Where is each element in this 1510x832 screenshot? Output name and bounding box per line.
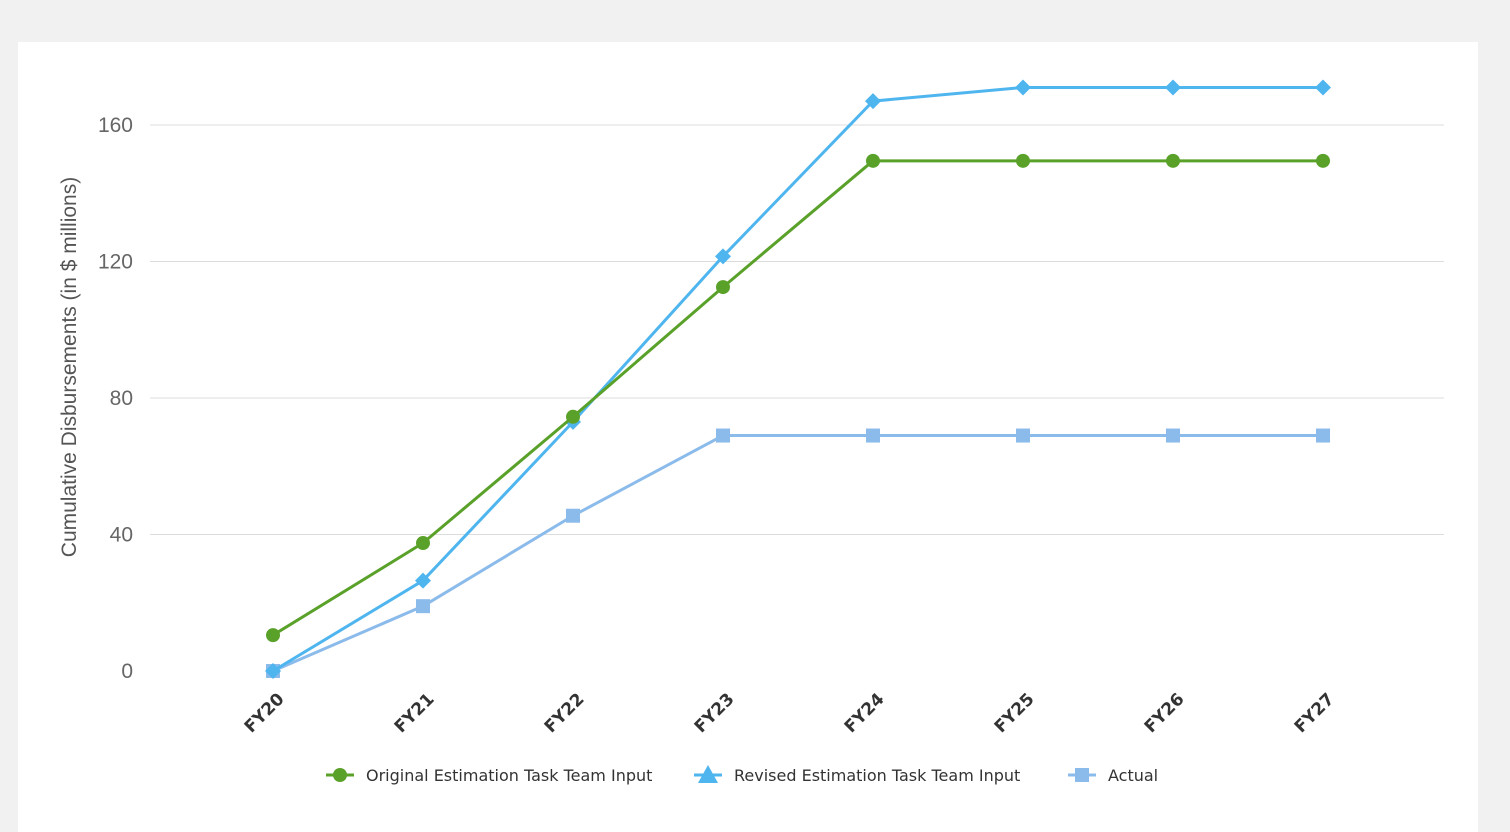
data-point xyxy=(415,572,431,589)
data-point xyxy=(716,280,730,295)
data-point xyxy=(1315,79,1331,96)
data-point xyxy=(715,248,731,265)
legend-marker xyxy=(1075,768,1089,782)
x-tick-label: FY25 xyxy=(991,689,1039,737)
legend-marker xyxy=(698,765,718,783)
data-point xyxy=(416,536,430,551)
data-point xyxy=(1015,79,1031,96)
data-point xyxy=(1166,153,1180,168)
data-point xyxy=(1016,428,1030,443)
data-point xyxy=(866,153,880,168)
data-point xyxy=(866,428,880,443)
legend-item[interactable]: Revised Estimation Task Team Input xyxy=(694,765,1020,785)
data-point xyxy=(266,628,280,643)
x-tick-label: FY21 xyxy=(391,689,439,737)
legend: Original Estimation Task Team Input Revis… xyxy=(326,765,1158,785)
series-line xyxy=(272,159,1323,637)
y-tick-label: 40 xyxy=(110,524,133,547)
x-tick-label: FY24 xyxy=(841,689,889,737)
legend-label: Revised Estimation Task Team Input xyxy=(734,766,1020,785)
legend-marker xyxy=(333,768,347,782)
data-point xyxy=(1165,79,1181,96)
series-lines xyxy=(265,79,1331,679)
x-axis-ticks: FY20 FY21 FY22 FY23 FY24 FY25 FY26 FY27 xyxy=(241,689,1339,737)
x-tick-label: FY26 xyxy=(1141,689,1189,737)
data-point xyxy=(1166,428,1180,443)
data-point xyxy=(416,599,430,614)
series-2 xyxy=(265,79,1331,679)
data-point xyxy=(265,663,281,679)
series-line xyxy=(272,85,1323,673)
y-axis-label: Cumulative Disbursements (in $ millions) xyxy=(58,177,81,557)
y-tick-label: 120 xyxy=(98,251,133,274)
series-1 xyxy=(266,153,1330,643)
series-3 xyxy=(266,428,1330,678)
legend-label: Actual xyxy=(1108,766,1158,785)
legend-item[interactable]: Original Estimation Task Team Input xyxy=(326,766,652,785)
y-tick-label: 80 xyxy=(110,387,133,410)
legend-label: Original Estimation Task Team Input xyxy=(366,766,652,785)
data-point xyxy=(1316,428,1330,443)
data-point xyxy=(566,508,580,523)
legend-item[interactable]: Actual xyxy=(1068,766,1158,785)
x-tick-label: FY27 xyxy=(1291,689,1339,737)
data-point xyxy=(566,409,580,424)
y-tick-label: 160 xyxy=(98,114,133,137)
y-axis-ticks: 0 40 80 120 160 xyxy=(98,114,133,683)
data-point xyxy=(1016,153,1030,168)
data-point xyxy=(716,428,730,443)
x-tick-label: FY23 xyxy=(691,689,739,737)
y-tick-label: 0 xyxy=(121,660,133,683)
data-point xyxy=(1316,153,1330,168)
data-point xyxy=(865,93,881,110)
x-tick-label: FY20 xyxy=(241,689,289,737)
series-line xyxy=(272,434,1323,673)
x-tick-label: FY22 xyxy=(541,689,589,737)
gridlines xyxy=(150,124,1444,535)
